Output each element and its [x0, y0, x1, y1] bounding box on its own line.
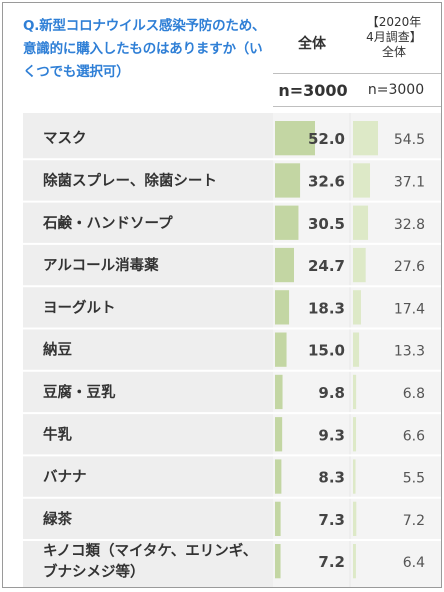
value-label-2020: 6.8 — [403, 386, 425, 402]
sample-size-row: n=3000 n=3000 — [273, 73, 441, 107]
value-label-all: 32.6 — [308, 172, 345, 190]
bar-all — [275, 290, 290, 325]
bar-all — [275, 417, 283, 452]
value-label-2020: 54.5 — [394, 132, 425, 148]
bar-all — [275, 544, 281, 579]
bar-2020 — [353, 290, 361, 325]
value-label-all: 9.8 — [318, 384, 345, 402]
bar-all — [275, 163, 301, 198]
value-label-all: 7.2 — [318, 553, 345, 571]
value-label-2020: 6.6 — [403, 428, 425, 444]
category-label: 緑茶 — [43, 510, 72, 528]
value-label-2020: 17.4 — [394, 301, 425, 317]
sample-size-all: n=3000 — [278, 80, 348, 100]
value-label-2020: 27.6 — [394, 259, 425, 275]
value-label-2020: 13.3 — [394, 344, 425, 360]
column-header-2020-line1: 【2020年 — [366, 15, 422, 29]
category-label: マスク — [43, 130, 87, 147]
bar-2020 — [353, 205, 369, 240]
value-label-all: 8.3 — [318, 469, 345, 487]
category-label: 豆腐・豆乳 — [43, 383, 116, 401]
value-label-2020: 5.5 — [403, 471, 425, 487]
column-header-2020-line3: 全体 — [381, 45, 406, 59]
bar-2020 — [353, 332, 360, 367]
value-label-all: 30.5 — [308, 215, 345, 233]
bar-all — [275, 459, 282, 494]
bar-2020 — [353, 163, 371, 198]
bar-all — [275, 121, 315, 156]
sample-size-2020: n=3000 — [367, 82, 425, 98]
value-label-2020: 37.1 — [394, 174, 425, 190]
value-label-all: 9.3 — [318, 426, 345, 444]
category-label: バナナ — [43, 469, 87, 486]
bar-2020 — [353, 501, 357, 536]
value-label-all: 18.3 — [308, 299, 345, 317]
column-header-2020: 【2020年 4月調查】 全体 — [353, 15, 435, 60]
bar-2020 — [353, 459, 356, 494]
value-label-all: 24.7 — [308, 257, 345, 275]
value-label-2020: 32.8 — [394, 217, 425, 233]
category-label: アルコール消毒薬 — [43, 256, 159, 274]
bar-all — [275, 332, 287, 367]
category-label: 納豆 — [43, 341, 72, 359]
bar-2020 — [353, 121, 378, 156]
bar-2020 — [353, 374, 357, 410]
value-label-2020: 6.4 — [403, 555, 425, 571]
category-label: ブナシメジ等） — [43, 563, 145, 581]
bar-all — [275, 247, 294, 283]
bar-all — [275, 501, 281, 536]
value-label-all: 52.0 — [308, 130, 345, 148]
category-label: ヨーグルト — [43, 298, 116, 316]
bar-chart: マスク 52.0 54.5 除菌スプレー、除菌シート 32.6 37.1 石鹸・ハンドソープ… — [23, 113, 441, 587]
bar-all — [275, 205, 299, 240]
column-header-2020-line2: 4月調查】 — [366, 30, 422, 44]
category-label: 除菌スプレー、除菌シート — [43, 171, 217, 189]
category-label: 石鹸・ハンドソープ — [42, 214, 173, 232]
category-label: キノコ類（マイタケ、エリンギ、 — [43, 542, 257, 560]
value-label-all: 15.0 — [308, 342, 345, 360]
value-label-all: 7.3 — [318, 511, 345, 529]
question-text: Q.新型コロナウイルス感染予防のため、意識的に購入したものはありますか（いくつで… — [23, 18, 266, 80]
value-label-2020: 7.2 — [403, 513, 425, 529]
bar-2020 — [353, 247, 366, 283]
category-label: 牛乳 — [43, 425, 72, 443]
bar-2020 — [353, 417, 357, 452]
column-header-all: 全体 — [298, 36, 326, 52]
bar-all — [275, 374, 283, 410]
bar-2020 — [353, 544, 356, 579]
